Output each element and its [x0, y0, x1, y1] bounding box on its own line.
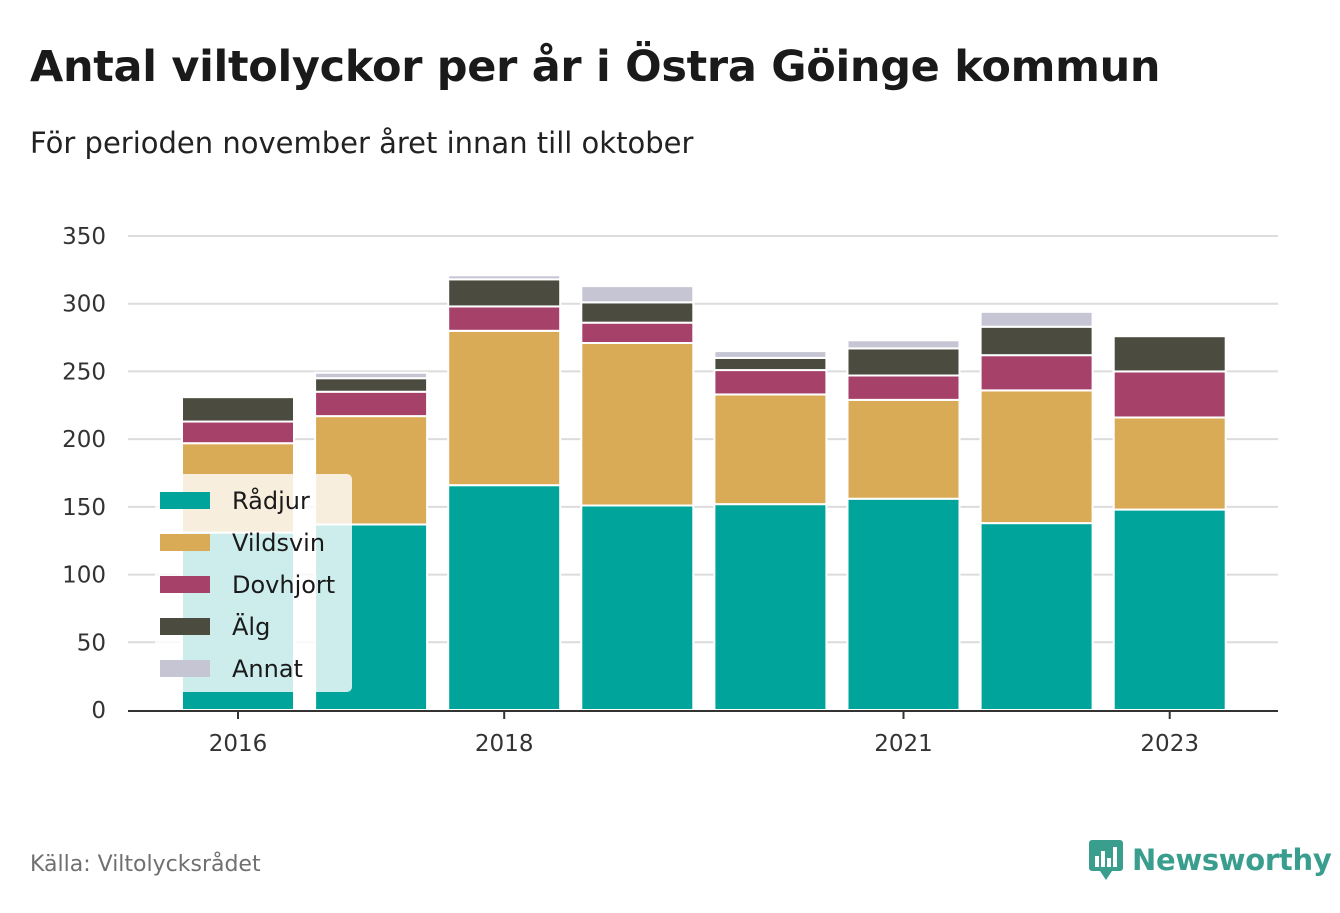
bar-segment	[314, 371, 429, 380]
legend-label: Annat	[232, 655, 303, 683]
axes: 0 50 100 150 200 250 300 350 2016 2018 2021 2023	[62, 224, 1278, 757]
bar-segment	[979, 325, 1094, 357]
legend-swatch	[160, 576, 210, 593]
bar-segment	[846, 497, 961, 711]
y-tick-label: 0	[91, 698, 106, 724]
legend-label: Älg	[232, 612, 270, 641]
bar-segment	[580, 321, 695, 344]
bar-segment	[846, 347, 961, 377]
legend: Rådjur Vildsvin Dovhjort Älg Annat	[155, 474, 352, 692]
y-tick-label: 250	[62, 359, 106, 385]
bar-segment	[713, 393, 828, 506]
bar-segment	[580, 504, 695, 712]
y-tick-label: 150	[62, 495, 106, 521]
bar-segment	[447, 329, 562, 487]
bar-segment	[713, 350, 828, 359]
y-tick-label: 50	[77, 630, 106, 656]
bar-segment	[979, 310, 1094, 328]
chart-subtitle: För perioden november året innan till ok…	[30, 126, 694, 160]
x-tick-label: 2021	[874, 731, 933, 757]
bar-segment	[580, 341, 695, 507]
legend-swatch	[160, 492, 210, 509]
y-tick-label: 200	[62, 427, 106, 453]
bar-segment	[1112, 370, 1227, 419]
bar-segment	[314, 415, 429, 526]
legend-box	[155, 474, 352, 692]
bar-segment	[713, 369, 828, 396]
brand-name: Newsworthy	[1132, 843, 1332, 877]
bar-segment	[447, 305, 562, 332]
legend-swatch	[160, 660, 210, 677]
bar-segment	[314, 377, 429, 393]
bar-segment	[979, 522, 1094, 712]
bar-segment	[713, 356, 828, 372]
bar-segment	[979, 389, 1094, 525]
source-note: Källa: Viltolycksrådet	[30, 852, 261, 877]
y-tick-label: 300	[62, 292, 106, 318]
bar-segment	[580, 285, 695, 304]
bar-segment	[447, 278, 562, 308]
bar-segment	[447, 484, 562, 711]
legend-swatch	[160, 618, 210, 635]
bar-segment	[979, 354, 1094, 392]
chart-title: Antal viltolyckor per år i Östra Göinge …	[30, 42, 1161, 92]
legend-label: Dovhjort	[232, 571, 335, 599]
bar-segment	[846, 398, 961, 500]
bar-segment	[713, 503, 828, 711]
bar-segment	[846, 374, 961, 401]
legend-swatch	[160, 534, 210, 551]
bar-segment	[181, 396, 295, 423]
legend-label: Vildsvin	[232, 529, 325, 557]
bar-segment	[181, 420, 295, 445]
bar-segment	[846, 339, 961, 350]
bar-segment	[314, 390, 429, 418]
x-tick-label: 2016	[209, 731, 268, 757]
y-tick-label: 350	[62, 224, 106, 250]
bar-segment	[1112, 335, 1227, 373]
legend-label: Rådjur	[232, 486, 310, 515]
x-tick-label: 2023	[1140, 731, 1199, 757]
y-tick-label: 100	[62, 563, 106, 589]
newsworthy-logo: Newsworthy	[1088, 838, 1332, 882]
x-tick-label: 2018	[475, 731, 534, 757]
bar-segment	[447, 274, 562, 281]
bar-segment	[1112, 416, 1227, 511]
newsworthy-logo-icon	[1089, 840, 1123, 880]
bar-segment	[1112, 508, 1227, 711]
bar-segment	[580, 301, 695, 324]
